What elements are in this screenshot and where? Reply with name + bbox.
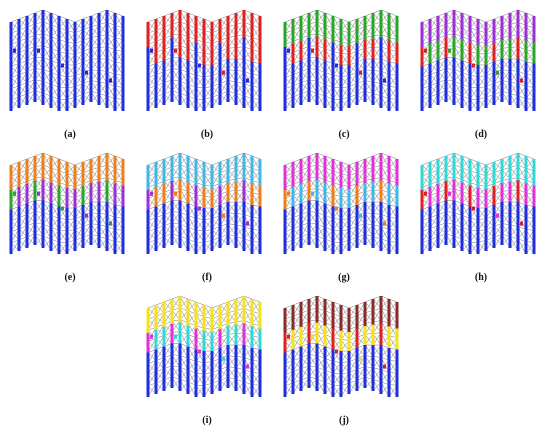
member-marker xyxy=(85,213,88,218)
member-marker xyxy=(520,221,523,226)
member-marker xyxy=(472,63,475,68)
member-marker xyxy=(222,356,225,361)
member-marker xyxy=(85,70,88,75)
panel-b xyxy=(142,2,272,120)
member-marker xyxy=(335,349,338,354)
panel-caption: (d) xyxy=(474,129,488,140)
member-marker xyxy=(222,213,225,218)
member-marker xyxy=(198,206,201,211)
member-marker xyxy=(222,70,225,75)
member-marker xyxy=(198,349,201,354)
panel-caption: (g) xyxy=(338,272,350,283)
member-marker xyxy=(520,78,523,83)
panel-c xyxy=(279,2,409,120)
panel-caption: (a) xyxy=(64,129,76,140)
member-marker xyxy=(359,356,362,361)
member-marker xyxy=(335,206,338,211)
truss-tower-j xyxy=(283,295,399,398)
panel-caption: (e) xyxy=(64,272,76,283)
member-marker xyxy=(383,78,386,83)
member-marker xyxy=(287,48,290,53)
member-marker xyxy=(335,63,338,68)
member-marker xyxy=(287,334,290,339)
member-marker xyxy=(174,48,177,53)
truss-tower-e xyxy=(9,152,125,255)
panel-caption: (c) xyxy=(338,129,350,140)
truss-tower-i xyxy=(146,295,262,398)
panel-caption: (j) xyxy=(339,415,349,426)
member-marker xyxy=(448,191,451,196)
member-marker xyxy=(150,191,153,196)
member-marker xyxy=(311,191,314,196)
truss-tower-f xyxy=(146,152,262,255)
member-marker xyxy=(359,213,362,218)
panel-caption: (f) xyxy=(202,272,212,283)
panel-d xyxy=(416,2,546,120)
truss-tower-h xyxy=(420,152,536,255)
panel-a xyxy=(5,2,135,120)
member-marker xyxy=(246,221,249,226)
member-marker xyxy=(383,364,386,369)
member-marker xyxy=(61,63,64,68)
member-marker xyxy=(246,78,249,83)
panel-h xyxy=(416,145,546,263)
member-marker xyxy=(383,221,386,226)
member-marker xyxy=(150,48,153,53)
member-marker xyxy=(150,334,153,339)
panel-j xyxy=(279,288,409,406)
member-marker xyxy=(424,191,427,196)
member-marker xyxy=(359,70,362,75)
panel-e xyxy=(5,145,135,263)
member-marker xyxy=(13,48,16,53)
panel-f xyxy=(142,145,272,263)
member-marker xyxy=(311,48,314,53)
panel-caption: (i) xyxy=(202,415,212,426)
member-marker xyxy=(198,63,201,68)
panel-g xyxy=(279,145,409,263)
panel-caption: (b) xyxy=(200,129,214,140)
member-marker xyxy=(174,191,177,196)
member-marker xyxy=(496,213,499,218)
panel-caption: (h) xyxy=(474,272,488,283)
member-marker xyxy=(287,191,290,196)
panel-i xyxy=(142,288,272,406)
truss-tower-d xyxy=(420,9,536,112)
member-marker xyxy=(424,48,427,53)
truss-tower-a xyxy=(9,9,125,112)
member-marker xyxy=(37,48,40,53)
member-marker xyxy=(109,221,112,226)
member-marker xyxy=(13,191,16,196)
member-marker xyxy=(174,334,177,339)
truss-tower-g xyxy=(283,152,399,255)
truss-tower-c xyxy=(283,9,399,112)
member-marker xyxy=(311,334,314,339)
member-marker xyxy=(109,78,112,83)
member-marker xyxy=(496,70,499,75)
member-marker xyxy=(61,206,64,211)
member-marker xyxy=(246,364,249,369)
member-marker xyxy=(472,206,475,211)
truss-tower-b xyxy=(146,9,262,112)
member-marker xyxy=(448,48,451,53)
member-marker xyxy=(37,191,40,196)
